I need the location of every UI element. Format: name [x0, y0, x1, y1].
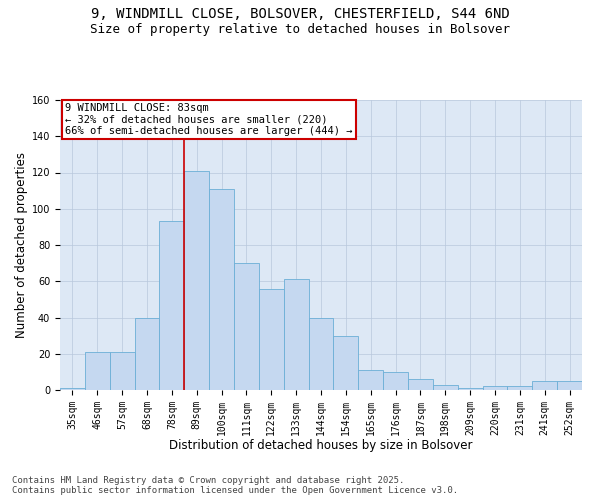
- Bar: [60, 388, 85, 390]
- Bar: [209, 189, 234, 390]
- Bar: [85, 352, 110, 390]
- Bar: [184, 170, 209, 390]
- Y-axis label: Number of detached properties: Number of detached properties: [14, 152, 28, 338]
- Bar: [308, 318, 334, 390]
- Bar: [284, 280, 308, 390]
- Bar: [532, 381, 557, 390]
- Bar: [134, 318, 160, 390]
- Bar: [234, 263, 259, 390]
- Bar: [408, 379, 433, 390]
- Bar: [160, 222, 184, 390]
- X-axis label: Distribution of detached houses by size in Bolsover: Distribution of detached houses by size …: [169, 439, 473, 452]
- Text: Size of property relative to detached houses in Bolsover: Size of property relative to detached ho…: [90, 22, 510, 36]
- Bar: [259, 288, 284, 390]
- Bar: [458, 388, 482, 390]
- Bar: [334, 336, 358, 390]
- Text: 9, WINDMILL CLOSE, BOLSOVER, CHESTERFIELD, S44 6ND: 9, WINDMILL CLOSE, BOLSOVER, CHESTERFIEL…: [91, 8, 509, 22]
- Bar: [508, 386, 532, 390]
- Bar: [482, 386, 508, 390]
- Bar: [110, 352, 134, 390]
- Bar: [557, 381, 582, 390]
- Bar: [433, 384, 458, 390]
- Text: 9 WINDMILL CLOSE: 83sqm
← 32% of detached houses are smaller (220)
66% of semi-d: 9 WINDMILL CLOSE: 83sqm ← 32% of detache…: [65, 103, 353, 136]
- Bar: [383, 372, 408, 390]
- Bar: [358, 370, 383, 390]
- Text: Contains HM Land Registry data © Crown copyright and database right 2025.
Contai: Contains HM Land Registry data © Crown c…: [12, 476, 458, 495]
